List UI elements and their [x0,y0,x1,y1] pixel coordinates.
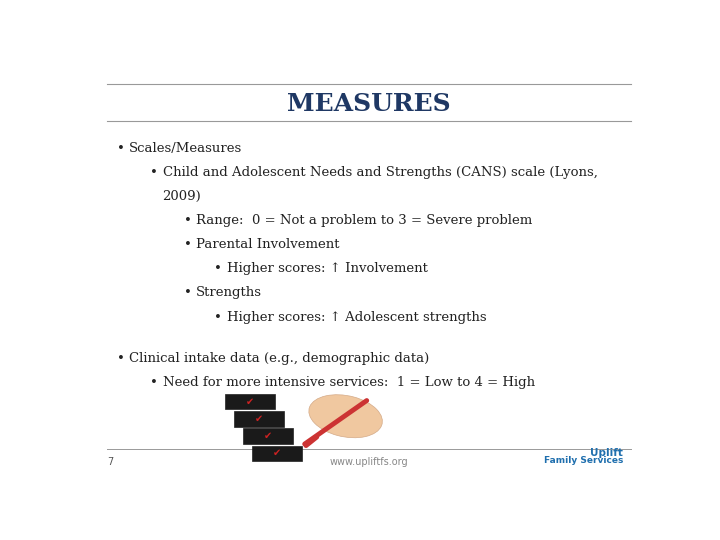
Text: •: • [117,352,125,365]
Text: Parental Involvement: Parental Involvement [196,238,340,251]
Text: •: • [150,166,158,179]
Text: •: • [150,376,158,389]
Text: Scales/Measures: Scales/Measures [129,141,243,155]
Ellipse shape [309,395,382,438]
Text: ✔: ✔ [255,414,264,424]
Bar [252,446,302,461]
Text: Family Services: Family Services [544,456,623,465]
Text: Clinical intake data (e.g., demographic data): Clinical intake data (e.g., demographic … [129,352,429,365]
Text: ✔: ✔ [246,396,254,407]
Text: •: • [184,214,192,227]
Text: Higher scores: ↑ Adolescent strengths: Higher scores: ↑ Adolescent strengths [227,310,486,323]
Text: ✔: ✔ [273,448,282,458]
Text: Strengths: Strengths [196,286,262,299]
Text: •: • [184,286,192,299]
Text: 2009): 2009) [163,190,202,203]
Text: •: • [215,310,222,323]
Text: Need for more intensive services:  1 = Low to 4 = High: Need for more intensive services: 1 = Lo… [163,376,535,389]
Text: 7: 7 [107,457,113,467]
Text: www.upliftfs.org: www.upliftfs.org [330,457,408,467]
Bar [225,394,276,409]
Text: •: • [117,141,125,155]
Text: Uplift: Uplift [590,448,623,458]
Text: •: • [215,262,222,275]
Text: •: • [184,238,192,251]
Text: Higher scores: ↑ Involvement: Higher scores: ↑ Involvement [227,262,428,275]
Text: Child and Adolescent Needs and Strengths (CANS) scale (Lyons,: Child and Adolescent Needs and Strengths… [163,166,598,179]
Bar [243,428,294,444]
Text: MEASURES: MEASURES [287,92,451,116]
Text: Range:  0 = Not a problem to 3 = Severe problem: Range: 0 = Not a problem to 3 = Severe p… [196,214,532,227]
Text: ✔: ✔ [264,431,272,441]
Bar [234,411,284,427]
